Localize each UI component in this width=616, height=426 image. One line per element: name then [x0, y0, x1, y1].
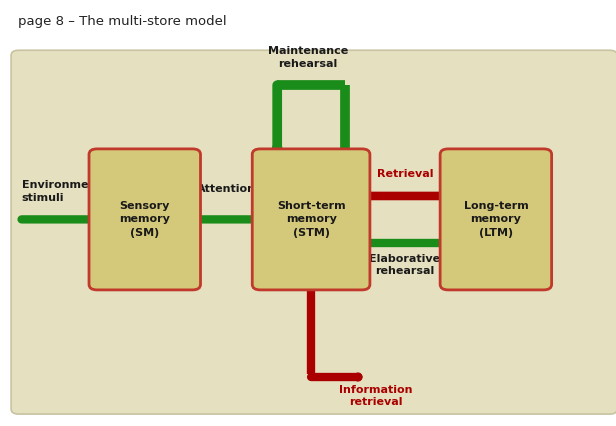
Text: Long-term
memory
(LTM): Long-term memory (LTM)	[463, 201, 529, 238]
Text: Maintenance
rehearsal: Maintenance rehearsal	[268, 46, 348, 69]
FancyBboxPatch shape	[11, 50, 616, 414]
FancyBboxPatch shape	[440, 149, 552, 290]
Text: Information
retrieval: Information retrieval	[339, 385, 413, 407]
FancyBboxPatch shape	[253, 149, 370, 290]
FancyBboxPatch shape	[89, 149, 201, 290]
Text: Environmental
stimuli: Environmental stimuli	[22, 181, 113, 203]
Text: Attention: Attention	[197, 184, 256, 194]
Text: page 8 – The multi-store model: page 8 – The multi-store model	[18, 14, 227, 28]
Text: Sensory
memory
(SM): Sensory memory (SM)	[120, 201, 170, 238]
Text: Elaborative
rehearsal: Elaborative rehearsal	[370, 254, 440, 276]
Text: Retrieval: Retrieval	[377, 169, 433, 179]
Text: Short-term
memory
(STM): Short-term memory (STM)	[277, 201, 346, 238]
